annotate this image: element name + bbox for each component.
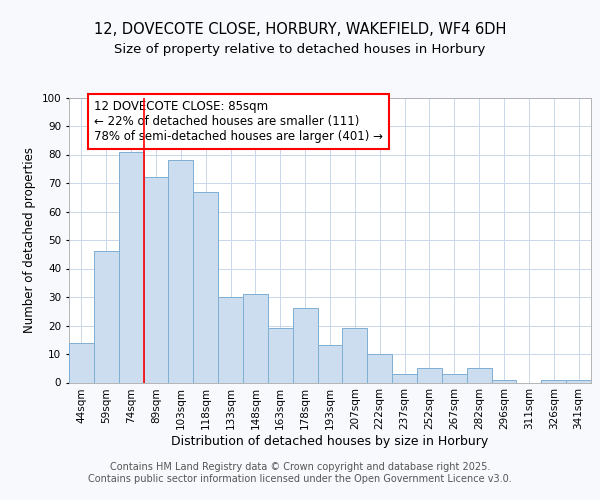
Bar	[268, 328, 293, 382]
Y-axis label: Number of detached properties: Number of detached properties	[23, 147, 36, 333]
Bar	[193, 192, 218, 382]
Text: Contains HM Land Registry data © Crown copyright and database right 2025.: Contains HM Land Registry data © Crown c…	[110, 462, 490, 472]
Bar	[442, 374, 467, 382]
Text: 12, DOVECOTE CLOSE, HORBURY, WAKEFIELD, WF4 6DH: 12, DOVECOTE CLOSE, HORBURY, WAKEFIELD, …	[94, 22, 506, 38]
Bar	[293, 308, 317, 382]
X-axis label: Distribution of detached houses by size in Horbury: Distribution of detached houses by size …	[172, 435, 488, 448]
Bar	[119, 152, 143, 382]
Bar	[467, 368, 491, 382]
Bar	[566, 380, 591, 382]
Bar	[343, 328, 367, 382]
Text: 12 DOVECOTE CLOSE: 85sqm
← 22% of detached houses are smaller (111)
78% of semi-: 12 DOVECOTE CLOSE: 85sqm ← 22% of detach…	[94, 100, 383, 144]
Bar	[417, 368, 442, 382]
Bar	[392, 374, 417, 382]
Text: Contains public sector information licensed under the Open Government Licence v3: Contains public sector information licen…	[88, 474, 512, 484]
Bar	[218, 297, 243, 382]
Bar	[143, 178, 169, 382]
Bar	[69, 342, 94, 382]
Bar	[243, 294, 268, 382]
Bar	[94, 252, 119, 382]
Text: Size of property relative to detached houses in Horbury: Size of property relative to detached ho…	[115, 42, 485, 56]
Bar	[317, 346, 343, 383]
Bar	[491, 380, 517, 382]
Bar	[541, 380, 566, 382]
Bar	[367, 354, 392, 382]
Bar	[169, 160, 193, 382]
